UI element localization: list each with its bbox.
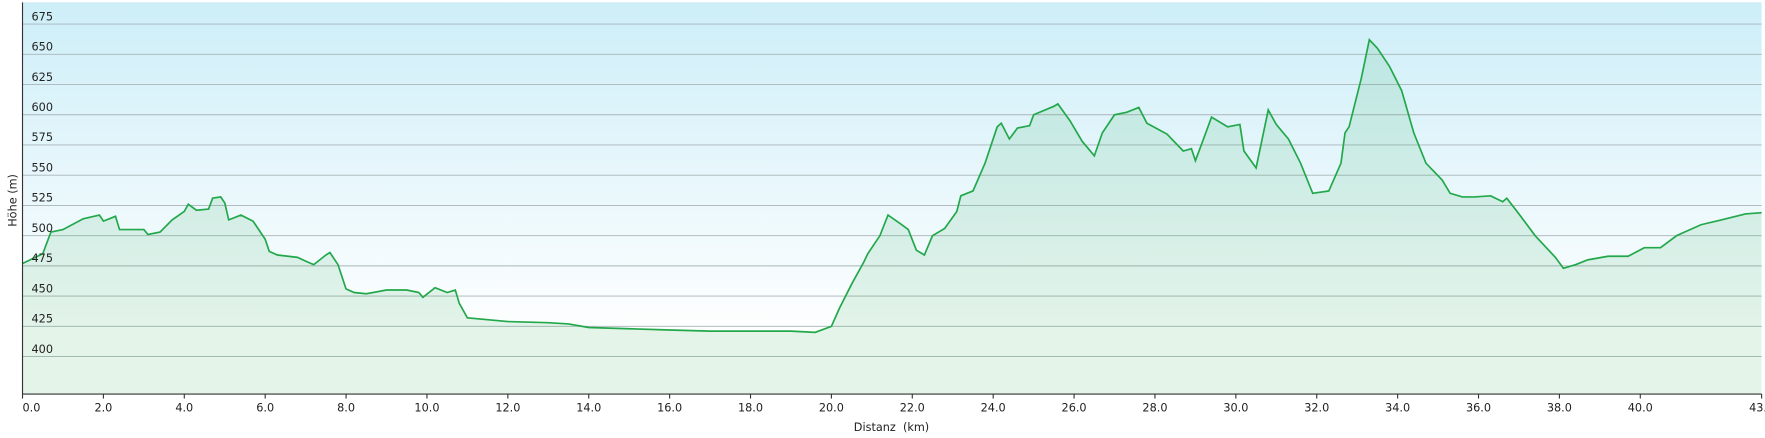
x-tick-label: 6.0 xyxy=(256,402,274,415)
x-tick-label: 14.0 xyxy=(576,402,601,415)
x-tick-label: 18.0 xyxy=(738,402,763,415)
x-tick-label: 34.0 xyxy=(1385,402,1410,415)
y-tick-label: 550 xyxy=(32,161,53,174)
x-tick-label: 20.0 xyxy=(819,402,844,415)
x-tick-label: 43.0 xyxy=(1749,402,1765,415)
y-tick-label: 475 xyxy=(32,252,53,265)
x-tick-label: 30.0 xyxy=(1223,402,1248,415)
grid xyxy=(22,23,1762,358)
y-tick-label: 425 xyxy=(32,313,53,326)
y-axis-label: Höhe (m) xyxy=(7,174,20,227)
x-tick-label: 26.0 xyxy=(1062,402,1087,415)
y-tick-label: 650 xyxy=(32,41,53,54)
x-tick-label: 38.0 xyxy=(1547,402,1572,415)
x-tick-label: 32.0 xyxy=(1304,402,1329,415)
x-tick-label: 24.0 xyxy=(981,402,1006,415)
y-tick-label: 400 xyxy=(32,343,53,356)
x-tick-label: 22.0 xyxy=(900,402,925,415)
x-axis-label: Distanz (km) xyxy=(854,421,929,434)
x-tick-label: 12.0 xyxy=(495,402,520,415)
y-tick-label: 575 xyxy=(32,131,53,144)
x-tick-label: 36.0 xyxy=(1466,402,1491,415)
x-tick-label: 4.0 xyxy=(175,402,193,415)
y-tick-label: 600 xyxy=(32,101,53,114)
area xyxy=(22,39,1762,395)
y-tick-label: 450 xyxy=(32,282,53,295)
y-tick-label: 625 xyxy=(32,71,53,84)
plot xyxy=(22,38,1762,395)
plot-background xyxy=(22,2,1762,395)
line xyxy=(22,38,1762,334)
y-tick-label: 675 xyxy=(32,10,53,23)
x-tick-label: 2.0 xyxy=(94,402,112,415)
x-tick-label: 8.0 xyxy=(337,402,355,415)
y-tick-label: 500 xyxy=(32,222,53,235)
x-tick-label: 16.0 xyxy=(657,402,682,415)
x-tick-label: 40.0 xyxy=(1628,402,1653,415)
x-tick-label: 0.0 xyxy=(23,402,41,415)
x-tick-label: 10.0 xyxy=(414,402,439,415)
x-tick-label: 28.0 xyxy=(1142,402,1167,415)
y-tick-label: 525 xyxy=(32,192,53,205)
